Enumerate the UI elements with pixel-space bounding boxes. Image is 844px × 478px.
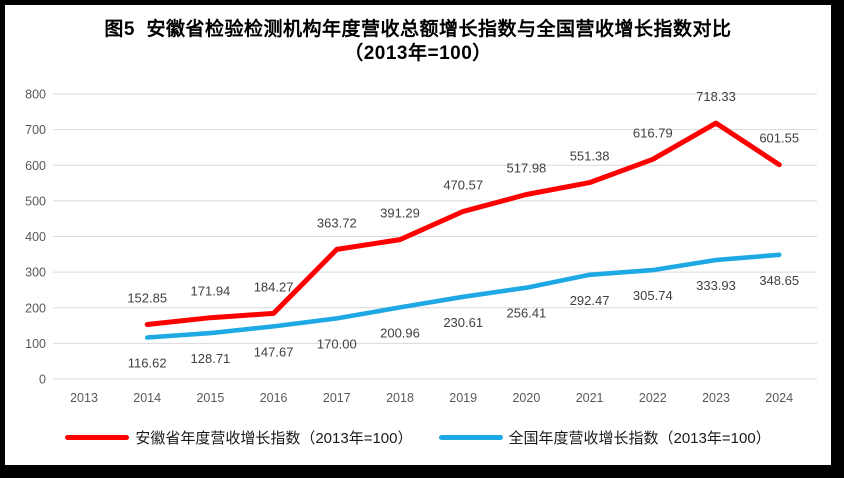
svg-text:348.65: 348.65 [759,273,799,288]
chart-title-line1: 图5 安徽省检验检测机构年度营收总额增长指数与全国营收增长指数对比 [104,19,732,40]
legend-item-anhui: 安徽省年度营收增长指数（2013年=100） [65,427,413,448]
svg-text:305.74: 305.74 [633,288,673,303]
svg-text:2017: 2017 [323,391,351,405]
legend-line-blue-swatch [438,435,503,440]
svg-text:2018: 2018 [386,391,414,405]
svg-text:300: 300 [25,266,46,280]
svg-text:500: 500 [25,194,46,208]
svg-text:2020: 2020 [512,391,540,405]
svg-text:2015: 2015 [196,391,224,405]
svg-text:147.67: 147.67 [254,344,294,359]
svg-text:184.27: 184.27 [254,279,294,294]
chart-title-line2: （2013年=100） [344,43,492,64]
svg-text:0: 0 [39,373,46,387]
legend-label-anhui: 安徽省年度营收增长指数（2013年=100） [135,430,413,447]
svg-text:128.71: 128.71 [191,351,231,366]
svg-text:2024: 2024 [765,391,793,405]
svg-text:600: 600 [25,159,46,173]
svg-text:363.72: 363.72 [317,215,357,230]
chart-title: 图5 安徽省检验检测机构年度营收总额增长指数与全国营收增长指数对比 （2013年… [5,5,831,66]
svg-text:292.47: 292.47 [570,293,610,308]
svg-text:2014: 2014 [133,391,161,405]
svg-text:200.96: 200.96 [380,325,420,340]
svg-text:2016: 2016 [260,391,288,405]
legend-line-red-swatch [65,435,130,440]
chart-legend: 安徽省年度营收增长指数（2013年=100） 全国年度营收增长指数（2013年=… [5,427,831,448]
svg-text:116.62: 116.62 [128,355,167,370]
svg-text:170.00: 170.00 [317,336,357,351]
svg-text:152.85: 152.85 [127,291,167,306]
svg-text:517.98: 517.98 [507,160,547,175]
svg-text:2021: 2021 [576,391,604,405]
svg-text:470.57: 470.57 [443,177,483,192]
svg-text:2023: 2023 [702,391,730,405]
svg-text:200: 200 [25,301,46,315]
svg-text:2019: 2019 [449,391,477,405]
svg-text:700: 700 [25,123,46,137]
svg-text:333.93: 333.93 [696,278,736,293]
svg-text:256.41: 256.41 [507,306,547,321]
legend-label-national: 全国年度营收增长指数（2013年=100） [508,430,771,447]
svg-text:2022: 2022 [639,391,667,405]
svg-text:171.94: 171.94 [191,284,231,299]
svg-text:718.33: 718.33 [696,89,736,104]
svg-text:551.38: 551.38 [570,149,610,164]
svg-text:616.79: 616.79 [633,125,673,140]
svg-text:601.55: 601.55 [759,131,799,146]
svg-text:230.61: 230.61 [443,315,483,330]
legend-item-national: 全国年度营收增长指数（2013年=100） [438,427,771,448]
svg-text:400: 400 [25,230,46,244]
svg-text:800: 800 [25,88,46,102]
svg-text:100: 100 [25,337,46,351]
svg-text:391.29: 391.29 [380,206,420,221]
chart-svg: 0 100 200 300 400 500 600 700 800 2013 2014 2015 201… [25,88,817,405]
svg-text:2013: 2013 [70,391,98,405]
